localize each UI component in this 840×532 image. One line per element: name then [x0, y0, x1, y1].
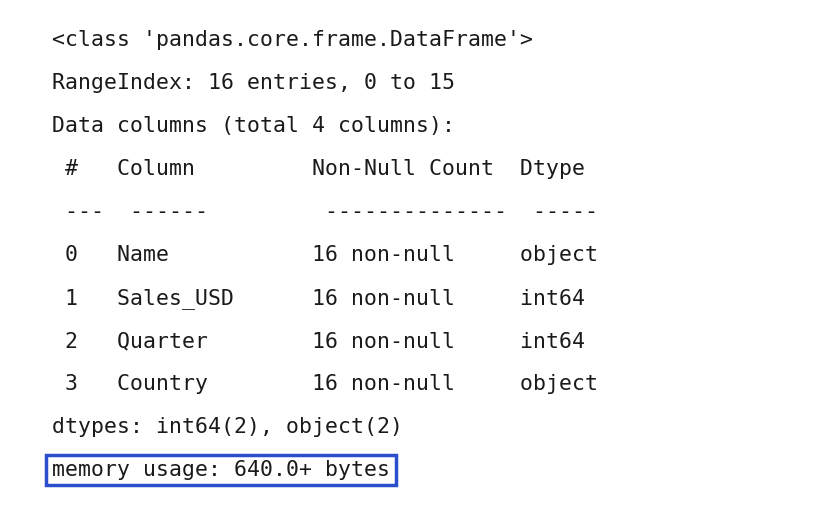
- Text: RangeIndex: 16 entries, 0 to 15: RangeIndex: 16 entries, 0 to 15: [52, 73, 455, 93]
- Text: 2   Quarter        16 non-null     int64: 2 Quarter 16 non-null int64: [52, 331, 598, 351]
- Text: Data columns (total 4 columns):: Data columns (total 4 columns):: [52, 116, 455, 136]
- Text: <class 'pandas.core.frame.DataFrame'>: <class 'pandas.core.frame.DataFrame'>: [52, 30, 533, 50]
- Bar: [46, 455, 396, 485]
- Text: 3   Country        16 non-null     object: 3 Country 16 non-null object: [52, 374, 598, 394]
- Text: memory usage: 640.0+ bytes: memory usage: 640.0+ bytes: [52, 460, 390, 480]
- Text: 0   Name           16 non-null     object: 0 Name 16 non-null object: [52, 245, 598, 265]
- Text: 1   Sales_USD      16 non-null     int64: 1 Sales_USD 16 non-null int64: [52, 288, 598, 309]
- Text: #   Column         Non-Null Count  Dtype: # Column Non-Null Count Dtype: [52, 159, 585, 179]
- Text: ---  ------         --------------  -----: --- ------ -------------- -----: [52, 202, 598, 222]
- Text: dtypes: int64(2), object(2): dtypes: int64(2), object(2): [52, 417, 403, 437]
